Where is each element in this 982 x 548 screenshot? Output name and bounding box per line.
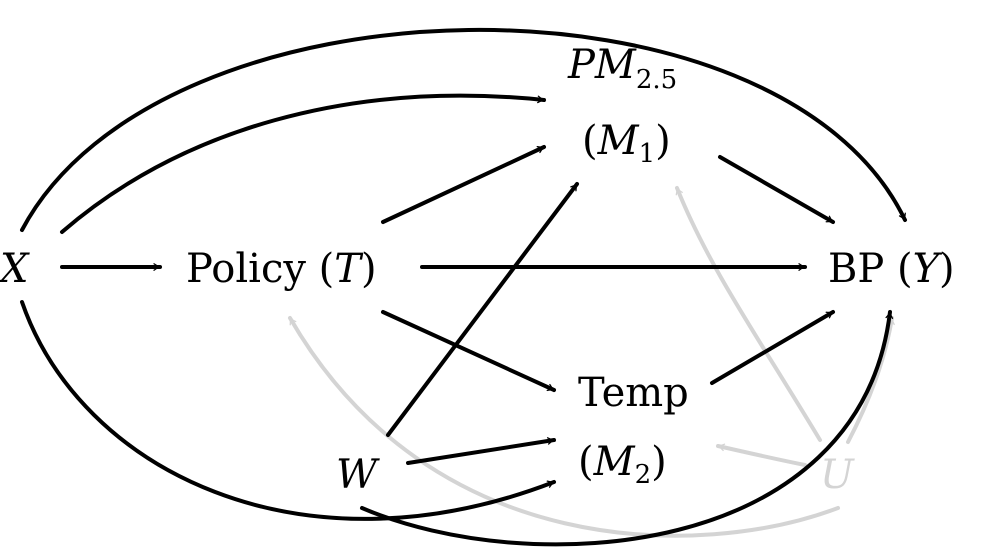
- edge-U-to-M2: [715, 443, 807, 467]
- node-w-label: W: [336, 452, 380, 498]
- edge-T-to-M1: [381, 145, 547, 224]
- edge-X-to-M1: [60, 93, 547, 234]
- node-Y: BP (Y): [828, 246, 955, 292]
- node-X: X: [0, 246, 30, 292]
- node-m1-line2: (M1): [582, 118, 671, 169]
- node-T: Policy (T): [186, 246, 377, 292]
- edge-W-to-M2: [406, 437, 557, 465]
- edge-X-to-M2: [20, 300, 557, 521]
- edge-T-to-M2: [381, 310, 557, 392]
- node-m2-line2: (M2): [578, 439, 667, 490]
- solid-edges: [20, 27, 907, 547]
- node-m2-line1: Temp: [578, 370, 689, 416]
- faded-edges: [288, 185, 895, 538]
- node-t-label: Policy (T): [186, 246, 377, 292]
- node-y-label: BP (Y): [828, 246, 955, 292]
- node-M1: PM2.5 (M1): [567, 42, 677, 169]
- edge-U-to-T: [288, 315, 840, 538]
- node-x-label: X: [0, 246, 30, 292]
- edge-W-to-Y: [360, 309, 894, 547]
- edge-W-to-M1: [386, 182, 579, 437]
- node-W: W: [336, 452, 380, 498]
- edge-M2-to-Y: [710, 310, 836, 385]
- node-m1-line1: PM2.5: [567, 42, 677, 95]
- edge-U-to-M1: [675, 185, 822, 442]
- node-U: U: [820, 452, 855, 498]
- node-M2: Temp (M2): [578, 370, 689, 490]
- edge-M1-to-Y: [718, 155, 836, 224]
- edge-U-to-Y: [846, 315, 895, 444]
- edge-X-to-Y: [20, 27, 907, 232]
- node-u-label: U: [820, 452, 855, 498]
